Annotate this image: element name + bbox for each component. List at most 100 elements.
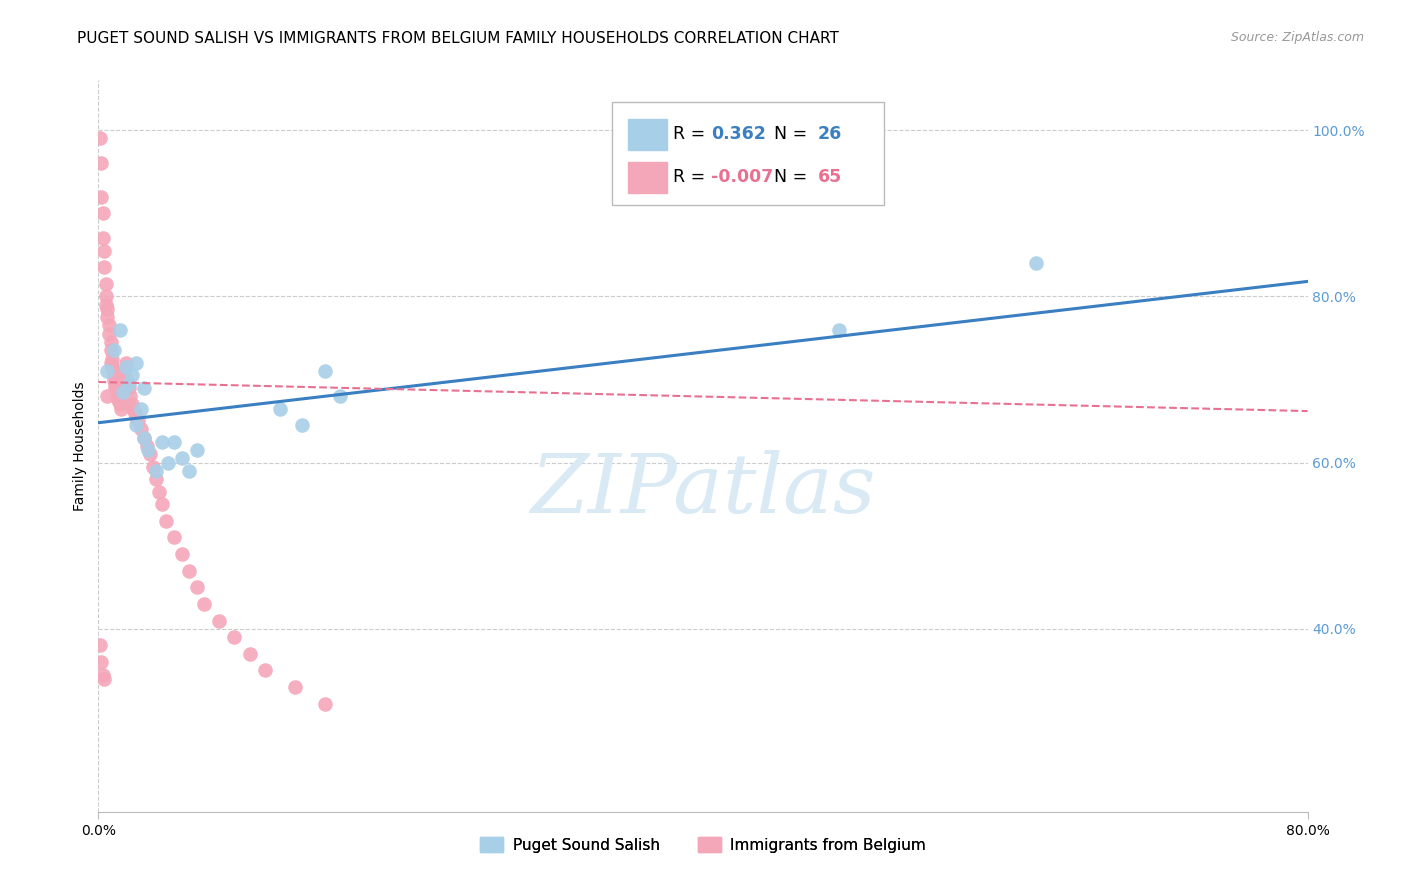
Point — [96, 364, 118, 378]
Point — [111, 372, 134, 386]
Point — [269, 401, 291, 416]
Point — [96, 301, 118, 316]
Point — [127, 414, 149, 428]
Point — [90, 655, 112, 669]
Point — [170, 547, 193, 561]
Text: R =: R = — [672, 169, 710, 186]
Point — [101, 359, 124, 374]
Point — [90, 156, 112, 170]
Point — [179, 464, 201, 478]
Point — [121, 397, 143, 411]
Point — [103, 372, 125, 386]
Point — [179, 564, 201, 578]
Point — [108, 323, 131, 337]
FancyBboxPatch shape — [628, 161, 666, 193]
Text: 26: 26 — [818, 126, 842, 144]
Point — [103, 343, 125, 358]
Point — [104, 376, 127, 391]
Point — [224, 630, 246, 644]
Point — [132, 431, 155, 445]
Point — [98, 326, 121, 341]
Point — [114, 356, 136, 370]
Text: ZIPatlas: ZIPatlas — [530, 450, 876, 530]
FancyBboxPatch shape — [613, 103, 884, 204]
Point — [105, 389, 128, 403]
Point — [132, 431, 155, 445]
Point — [125, 409, 148, 424]
Point — [100, 335, 122, 350]
Text: R =: R = — [672, 126, 710, 144]
Point — [108, 397, 131, 411]
Point — [193, 597, 215, 611]
Legend: Puget Sound Salish, Immigrants from Belgium: Puget Sound Salish, Immigrants from Belg… — [474, 831, 932, 859]
Point — [93, 260, 115, 275]
Point — [135, 439, 157, 453]
Text: Source: ZipAtlas.com: Source: ZipAtlas.com — [1230, 31, 1364, 45]
Point — [91, 206, 114, 220]
Point — [314, 697, 336, 711]
Point — [111, 384, 134, 399]
Point — [100, 356, 122, 370]
Point — [91, 231, 114, 245]
Point — [125, 418, 148, 433]
Point — [91, 667, 114, 681]
Point — [93, 672, 115, 686]
Point — [107, 393, 129, 408]
Point — [124, 406, 146, 420]
Point — [110, 401, 132, 416]
Point — [291, 418, 314, 433]
Point — [115, 372, 138, 386]
Point — [163, 434, 186, 449]
Point — [142, 459, 165, 474]
Text: 0.362: 0.362 — [711, 126, 766, 144]
Y-axis label: Family Households: Family Households — [73, 381, 87, 511]
Point — [89, 131, 111, 145]
Point — [104, 381, 127, 395]
Point — [118, 376, 141, 391]
Point — [94, 277, 117, 291]
Point — [129, 422, 152, 436]
Point — [125, 356, 148, 370]
Point — [253, 664, 276, 678]
Point — [122, 401, 145, 416]
Point — [89, 639, 111, 653]
Text: -0.007: -0.007 — [711, 169, 773, 186]
Point — [163, 530, 186, 544]
Point — [98, 318, 121, 333]
Point — [186, 443, 208, 458]
Point — [136, 443, 159, 458]
Point — [145, 464, 167, 478]
Point — [828, 323, 851, 337]
Point — [96, 389, 118, 403]
Point — [103, 364, 125, 378]
Point — [118, 381, 141, 395]
Point — [145, 472, 167, 486]
Point — [170, 451, 193, 466]
Point — [1024, 256, 1046, 270]
Point — [100, 343, 122, 358]
Point — [94, 298, 117, 312]
Point — [329, 389, 352, 403]
Point — [129, 401, 152, 416]
Point — [139, 447, 162, 461]
Point — [114, 359, 136, 374]
Text: N =: N = — [763, 169, 813, 186]
Point — [150, 434, 173, 449]
Point — [103, 368, 125, 383]
Point — [93, 244, 115, 258]
Point — [132, 381, 155, 395]
Point — [121, 368, 143, 383]
Point — [284, 680, 307, 694]
Point — [94, 289, 117, 303]
Point — [208, 614, 231, 628]
Text: N =: N = — [763, 126, 813, 144]
Point — [112, 364, 135, 378]
Point — [150, 497, 173, 511]
Point — [155, 514, 177, 528]
Point — [105, 384, 128, 399]
FancyBboxPatch shape — [628, 119, 666, 150]
Point — [186, 580, 208, 594]
Point — [101, 351, 124, 366]
Point — [96, 310, 118, 325]
Text: 65: 65 — [818, 169, 842, 186]
